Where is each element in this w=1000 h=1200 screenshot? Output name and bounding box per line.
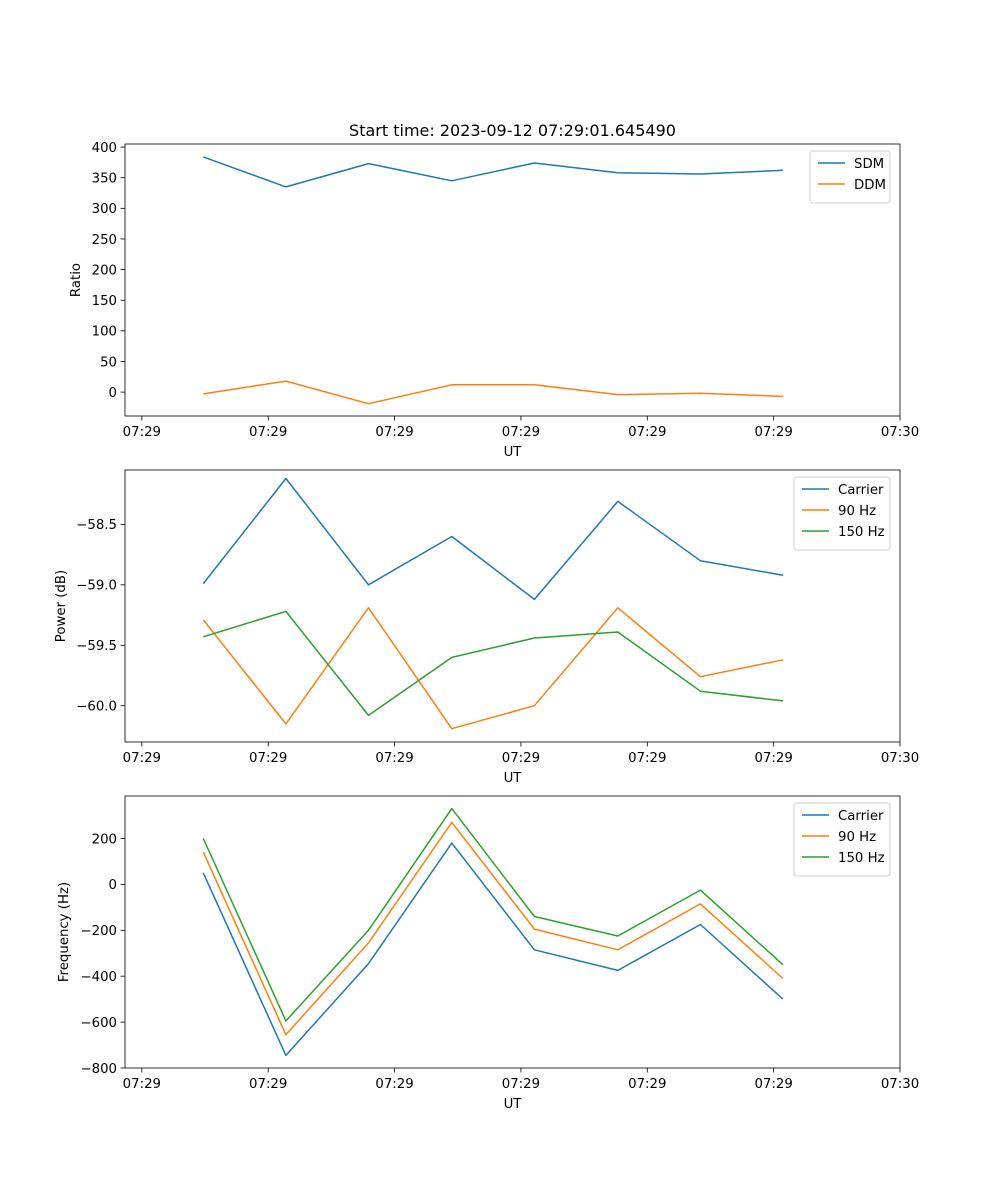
y-tick-label: −59.5 xyxy=(76,639,117,654)
x-tick-label: 07:29 xyxy=(123,425,161,440)
x-tick-label: 07:29 xyxy=(754,751,792,766)
x-axis-label: UT xyxy=(504,1097,523,1112)
x-tick-label: 07:29 xyxy=(754,1077,792,1092)
y-tick-label: −59.0 xyxy=(76,579,117,594)
axes-frame xyxy=(124,143,901,417)
x-tick-label: 07:29 xyxy=(502,1077,540,1092)
legend-label: Carrier xyxy=(838,809,884,824)
x-tick-label: 07:29 xyxy=(249,1077,287,1092)
y-tick-label: 0 xyxy=(109,386,117,401)
y-axis-label: Power (dB) xyxy=(54,570,69,642)
y-tick-label: 0 xyxy=(109,878,117,893)
x-tick-label: 07:29 xyxy=(502,425,540,440)
y-tick-label: 300 xyxy=(92,202,117,217)
series-line-sdm xyxy=(203,156,783,188)
y-tick-label: −58.5 xyxy=(76,518,117,533)
x-tick-label: 07:29 xyxy=(628,751,666,766)
x-tick-label: 07:29 xyxy=(123,751,161,766)
y-tick-label: −400 xyxy=(80,970,117,985)
subplot-2: 07:29 07:29 07:29 07:29 07:29 07:29 07:30 −60.0… xyxy=(54,469,919,786)
y-tick-label: −200 xyxy=(80,924,117,939)
series-line-90-hz xyxy=(202,607,784,730)
legend: SDM DDM xyxy=(809,150,891,204)
series-line-carrier xyxy=(202,842,784,1057)
series-line-carrier xyxy=(202,477,784,601)
x-tick-label: 07:29 xyxy=(375,1077,413,1092)
x-tick-label: 07:29 xyxy=(375,751,413,766)
legend-label: SDM xyxy=(854,157,884,172)
x-tick-label: 07:30 xyxy=(881,425,919,440)
y-tick-label: −800 xyxy=(80,1062,117,1077)
y-axis-label: Ratio xyxy=(69,263,84,297)
x-tick-label: 07:30 xyxy=(881,751,919,766)
y-tick-label: −60.0 xyxy=(76,700,117,715)
legend-label: 90 Hz xyxy=(838,504,876,519)
y-tick-label: 250 xyxy=(92,233,117,248)
series-line-ddm xyxy=(203,380,783,405)
x-tick-label: 07:29 xyxy=(628,1077,666,1092)
x-tick-label: 07:30 xyxy=(881,1077,919,1092)
legend: Carrier 90 Hz 150 Hz xyxy=(793,476,891,551)
axes-frame xyxy=(124,469,901,743)
y-tick-label: 100 xyxy=(92,325,117,340)
y-tick-label: 350 xyxy=(92,171,117,186)
x-tick-label: 07:29 xyxy=(249,751,287,766)
y-tick-label: 400 xyxy=(92,141,117,156)
legend-box xyxy=(809,150,891,204)
chart-title: Start time: 2023-09-12 07:29:01.645490 xyxy=(349,121,676,140)
y-tick-label: −600 xyxy=(80,1016,117,1031)
y-tick-label: 150 xyxy=(92,294,117,309)
legend-label: 150 Hz xyxy=(838,525,885,540)
legend-label: Carrier xyxy=(838,483,884,498)
x-tick-label: 07:29 xyxy=(375,425,413,440)
axes-frame xyxy=(124,795,901,1069)
y-tick-label: 50 xyxy=(100,355,117,370)
x-tick-label: 07:29 xyxy=(754,425,792,440)
y-axis-label: Frequency (Hz) xyxy=(57,882,72,982)
x-tick-label: 07:29 xyxy=(123,1077,161,1092)
x-axis-label: UT xyxy=(504,771,523,786)
x-tick-label: 07:29 xyxy=(628,425,666,440)
series-line-90-hz xyxy=(202,821,784,1036)
series-line-150-hz xyxy=(202,807,784,1022)
legend-label: 150 Hz xyxy=(838,851,885,866)
subplot-1: 07:29 07:29 07:29 07:29 07:29 07:29 07:30 0 50 10… xyxy=(69,141,919,460)
x-axis-label: UT xyxy=(504,445,523,460)
legend: Carrier 90 Hz 150 Hz xyxy=(793,802,891,877)
x-tick-label: 07:29 xyxy=(249,425,287,440)
x-tick-label: 07:29 xyxy=(502,751,540,766)
legend-label: 90 Hz xyxy=(838,830,876,845)
subplot-3: 07:29 07:29 07:29 07:29 07:29 07:29 07:30 −800 −… xyxy=(57,795,919,1112)
y-tick-label: 200 xyxy=(92,832,117,847)
series-line-150-hz xyxy=(203,610,783,717)
y-tick-label: 200 xyxy=(92,263,117,278)
legend-label: DDM xyxy=(854,178,886,193)
